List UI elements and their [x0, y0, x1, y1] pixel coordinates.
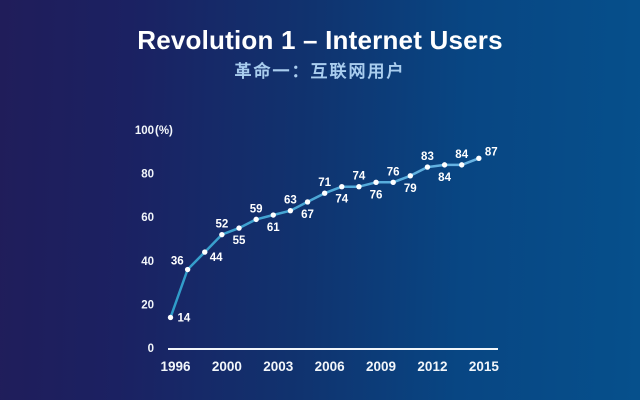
y-tick-label: 0	[148, 343, 154, 355]
value-label: 87	[485, 146, 498, 158]
value-label: 74	[353, 171, 366, 183]
value-label: 71	[318, 177, 331, 189]
data-point	[321, 190, 328, 196]
value-label: 84	[455, 149, 468, 161]
x-tick-label: 2006	[315, 359, 346, 374]
data-point	[373, 179, 379, 186]
value-label: 36	[171, 256, 184, 268]
value-label: 83	[421, 151, 434, 163]
y-tick-label: 60	[141, 212, 154, 224]
header: Revolution 1 – Internet Users 革命一：互联网用户	[0, 0, 640, 82]
chart-title: Revolution 1 – Internet Users	[137, 25, 503, 55]
data-point	[304, 199, 311, 205]
data-point	[236, 225, 242, 231]
y-tick-label: 100	[135, 125, 154, 137]
data-point	[202, 249, 208, 255]
value-label: 79	[404, 183, 417, 195]
y-tick-label: 40	[141, 256, 154, 268]
x-tick-label: 1996	[160, 359, 191, 374]
data-point	[356, 183, 362, 190]
data-point	[253, 216, 259, 223]
value-label: 74	[335, 194, 348, 206]
value-label: 52	[215, 219, 228, 231]
data-point	[441, 162, 448, 168]
y-tick-label: 80	[141, 169, 154, 181]
data-point	[459, 162, 465, 168]
x-tick-label: 2012	[417, 359, 447, 374]
y-axis-unit-label: (%)	[155, 125, 173, 137]
value-label: 59	[250, 203, 263, 215]
value-label: 61	[267, 222, 280, 234]
value-label: 67	[301, 209, 314, 221]
data-point	[476, 155, 482, 162]
data-point	[339, 183, 345, 190]
data-point	[390, 179, 396, 186]
value-label: 44	[210, 252, 223, 264]
data-point	[424, 164, 431, 170]
value-label: 14	[178, 312, 191, 324]
value-label: 76	[370, 189, 383, 201]
data-point	[287, 207, 294, 214]
data-point	[407, 173, 414, 179]
x-tick-label: 2009	[366, 359, 396, 374]
value-label: 84	[438, 172, 451, 184]
value-label: 55	[233, 235, 246, 247]
value-label: 63	[284, 195, 297, 207]
value-label: 76	[387, 166, 400, 178]
data-point	[167, 314, 174, 321]
chart-subtitle-zh: 革命一：互联网用户	[234, 61, 406, 81]
data-point	[270, 212, 276, 218]
data-point	[219, 231, 225, 238]
x-tick-label: 2003	[263, 359, 294, 374]
data-point	[184, 266, 191, 273]
x-tick-label: 2015	[469, 359, 500, 374]
y-tick-label: 20	[141, 299, 154, 311]
x-tick-label: 2000	[212, 359, 242, 374]
